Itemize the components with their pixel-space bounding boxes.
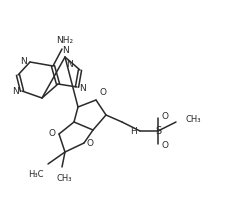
Text: O: O (87, 140, 94, 149)
Text: N: N (79, 84, 85, 93)
Text: H: H (130, 128, 137, 136)
Text: N: N (20, 58, 27, 67)
Text: O: O (161, 112, 168, 122)
Text: O: O (49, 130, 56, 139)
Text: CH₃: CH₃ (56, 174, 71, 183)
Text: O: O (161, 141, 168, 150)
Text: H₃C: H₃C (28, 170, 44, 179)
Text: N: N (66, 60, 73, 69)
Text: NH₂: NH₂ (56, 36, 73, 45)
Text: CH₃: CH₃ (185, 115, 201, 124)
Text: N: N (62, 46, 69, 55)
Text: O: O (100, 88, 106, 97)
Text: S: S (154, 126, 160, 136)
Text: N: N (12, 88, 19, 96)
